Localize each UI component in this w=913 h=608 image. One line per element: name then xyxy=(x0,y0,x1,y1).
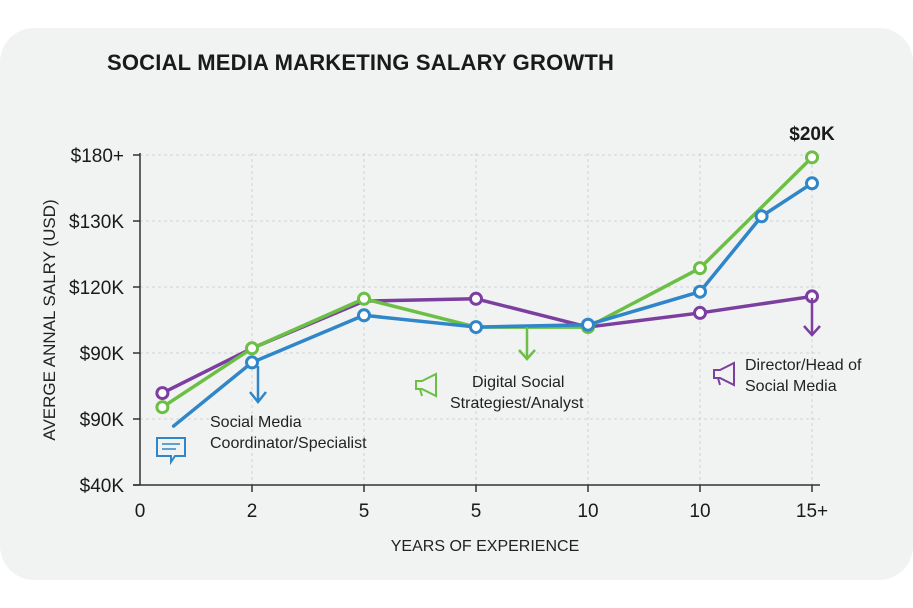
annotation-label-line2: Strategiest/Analyst xyxy=(450,395,584,412)
annotation-director: Director/Head of Social Media xyxy=(713,298,862,395)
y-tick-label: $180+ xyxy=(71,146,124,167)
annotation-label-line1: Digital Social xyxy=(472,374,564,391)
x-tick-label: 5 xyxy=(359,501,370,522)
data-point xyxy=(357,308,371,323)
annotation-coordinator: Social Media Coordinator/Specialist xyxy=(156,366,367,466)
data-point xyxy=(805,150,819,165)
data-point xyxy=(469,291,483,306)
peak-annotation: $20K xyxy=(789,124,835,145)
series-line xyxy=(171,181,814,428)
annotation-label-line2: Social Media xyxy=(745,378,837,395)
data-point xyxy=(754,209,769,224)
megaphone-icon xyxy=(713,361,735,387)
x-tick-label: 0 xyxy=(135,501,146,522)
x-tick-label: 10 xyxy=(577,501,598,522)
y-tick-label: $40K xyxy=(80,476,125,497)
y-tick-label: $90K xyxy=(80,344,125,365)
y-tick-label: $90K xyxy=(80,410,125,431)
annotation-label-line1: Director/Head of xyxy=(745,357,862,374)
y-axis-label: AVERGE ANNAL SALRY (USD) xyxy=(40,199,59,440)
x-tick-label: 2 xyxy=(247,501,258,522)
annotation-strategist: Digital Social Strategiest/Analyst xyxy=(415,327,584,412)
data-point xyxy=(155,386,170,401)
series-2 xyxy=(171,176,819,428)
x-tick-label: 5 xyxy=(471,501,482,522)
grid xyxy=(140,153,820,485)
annotation-label-line2: Coordinator/Specialist xyxy=(210,435,367,452)
data-point xyxy=(805,176,819,191)
x-tick-label: 15+ xyxy=(796,501,828,522)
data-point xyxy=(581,317,595,332)
data-point xyxy=(155,400,170,415)
y-tick-label: $120K xyxy=(69,278,124,299)
x-tick-label: 10 xyxy=(689,501,710,522)
annotation-label-line1: Social Media xyxy=(210,414,302,431)
data-point xyxy=(357,291,371,306)
x-axis-label: YEARS OF EXPERIENCE xyxy=(391,538,580,555)
data-point xyxy=(469,320,483,335)
chart-title: SOCIAL MEDIA MARKETING SALARY GROWTH xyxy=(107,50,615,75)
data-point xyxy=(693,261,707,276)
arrow-head xyxy=(518,349,536,361)
chat-icon xyxy=(156,437,186,466)
data-point xyxy=(245,341,259,356)
data-point xyxy=(693,305,707,320)
arrow-head xyxy=(249,391,267,405)
arrow-head xyxy=(803,325,821,337)
data-point xyxy=(693,284,707,299)
data-point xyxy=(245,355,259,370)
megaphone-icon xyxy=(415,372,437,398)
y-tick-label: $130K xyxy=(69,212,124,233)
